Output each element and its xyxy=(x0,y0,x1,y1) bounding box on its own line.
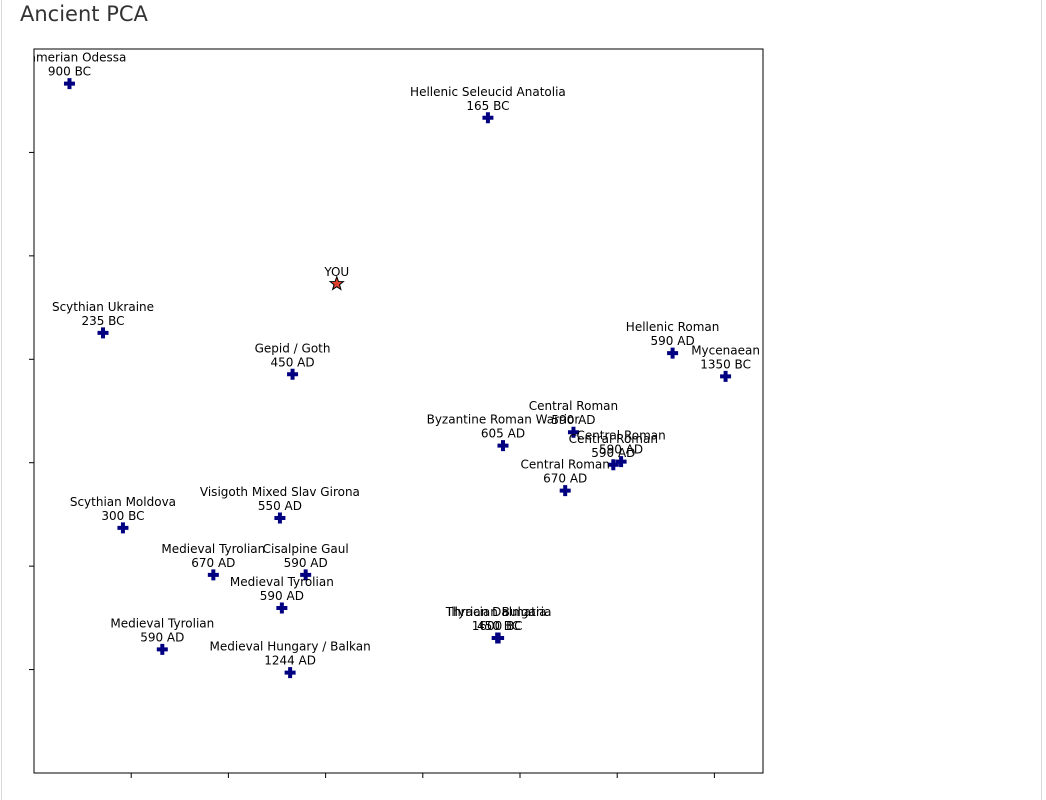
plus-marker xyxy=(287,368,299,380)
page-border-left xyxy=(1,0,2,800)
plus-marker xyxy=(559,485,571,497)
data-point: YOU xyxy=(323,265,349,291)
point-label: Medieval Tyrolian xyxy=(110,616,214,630)
point-date: 670 AD xyxy=(543,472,587,486)
point-label: Medieval Tyrolian xyxy=(230,575,334,589)
point-label: Cisalpine Gaul xyxy=(263,542,349,556)
point-label: Medieval Tyrolian xyxy=(161,542,265,556)
plus-marker xyxy=(497,440,509,452)
plus-marker xyxy=(156,643,168,655)
plus-marker xyxy=(482,112,494,124)
page-title: Ancient PCA xyxy=(20,2,148,26)
point-label: Central Roman xyxy=(529,399,618,413)
point-date: 590 AD xyxy=(284,556,328,570)
point-date: 235 BC xyxy=(81,314,124,328)
point-label: Hellenic Seleucid Anatolia xyxy=(410,85,566,99)
plus-marker xyxy=(300,569,312,581)
point-label: Scythian Ukraine xyxy=(52,300,154,314)
plot-area xyxy=(33,48,764,774)
plus-marker xyxy=(667,347,679,359)
plus-marker xyxy=(276,602,288,614)
point-date: 590 AD xyxy=(651,334,695,348)
axis-ticks xyxy=(29,151,715,778)
plus-marker xyxy=(720,370,732,382)
point-date: 590 AD xyxy=(599,443,643,457)
point-label: Illyrian Dalmatia xyxy=(448,605,547,619)
plus-marker xyxy=(567,426,579,438)
point-date: 900 BC xyxy=(48,65,91,79)
point-label: Central Roman xyxy=(576,429,665,443)
plus-marker xyxy=(284,667,296,679)
point-date: 605 AD xyxy=(481,427,525,441)
point-label: Central Roman xyxy=(569,432,658,446)
point-label: Medieval Hungary / Balkan xyxy=(210,640,371,654)
point-date: 590 AD xyxy=(260,589,304,603)
point-date: 590 AD xyxy=(551,413,595,427)
point-label: Cimmerian Odessa xyxy=(13,51,127,65)
point-label: Visigoth Mixed Slav Girona xyxy=(200,485,360,499)
point-date: 590 AD xyxy=(140,630,184,644)
point-date: 1350 BC xyxy=(700,357,751,371)
plus-marker xyxy=(207,569,219,581)
point-date: 550 AD xyxy=(258,499,302,513)
point-label: Hellenic Roman xyxy=(626,320,720,334)
point-date: 590 AD xyxy=(591,446,635,460)
point-label: Central Roman xyxy=(521,458,610,472)
point-date: 300 BC xyxy=(101,509,144,523)
point-date: 450 AD xyxy=(270,355,314,369)
plus-marker xyxy=(274,512,286,524)
plus-marker xyxy=(117,522,129,534)
you-star-marker xyxy=(328,275,345,291)
point-label: Thracian Bulgaria xyxy=(445,605,552,619)
point-date: 165 BC xyxy=(466,99,509,113)
plus-marker xyxy=(615,456,627,468)
plus-marker xyxy=(97,327,109,339)
point-label: Mycenaean xyxy=(691,343,760,357)
point-date: 670 AD xyxy=(191,556,235,570)
plus-marker xyxy=(63,78,75,90)
point-date: 1600 BC xyxy=(472,619,523,633)
point-date: 450 BC xyxy=(477,619,520,633)
plus-marker xyxy=(607,459,619,471)
point-date: 1244 AD xyxy=(264,654,316,668)
point-label: Scythian Moldova xyxy=(70,495,176,509)
point-label: Byzantine Roman Warrior xyxy=(427,413,580,427)
point-label: YOU xyxy=(323,265,349,279)
point-label: Gepid / Goth xyxy=(255,341,331,355)
plus-marker xyxy=(493,632,505,644)
page-border-right xyxy=(1041,0,1042,800)
